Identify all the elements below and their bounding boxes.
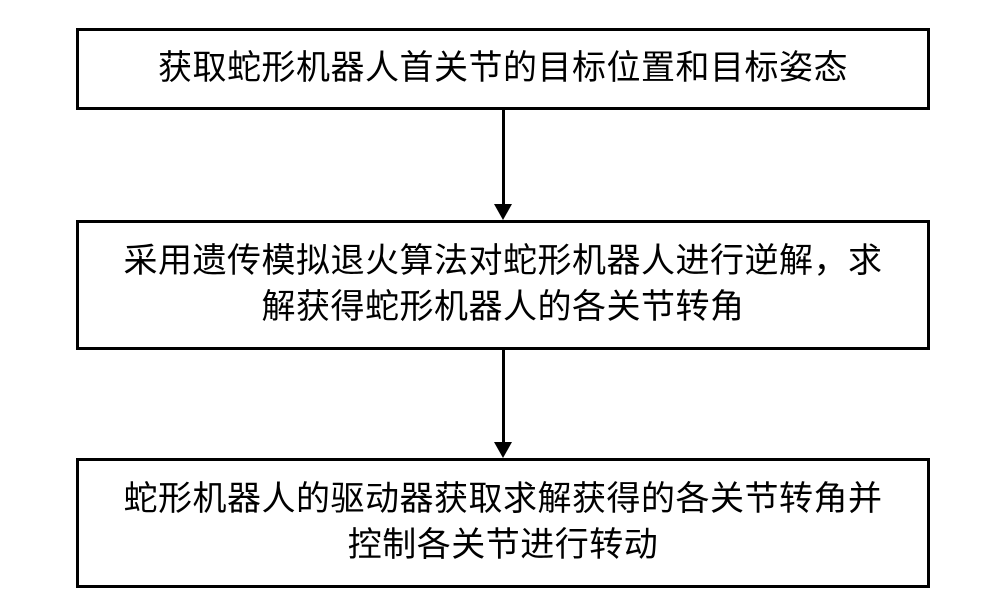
arrow-1-head bbox=[494, 204, 512, 220]
flow-node-2: 采用遗传模拟退火算法对蛇形机器人进行逆解，求 解获得蛇形机器人的各关节转角 bbox=[76, 220, 930, 350]
arrow-1-line bbox=[502, 110, 505, 204]
flow-node-1-text: 获取蛇形机器人首关节的目标位置和目标姿态 bbox=[158, 46, 848, 92]
flow-node-2-text: 采用遗传模拟退火算法对蛇形机器人进行逆解，求 解获得蛇形机器人的各关节转角 bbox=[124, 239, 883, 331]
arrow-2-line bbox=[502, 350, 505, 442]
flow-node-1: 获取蛇形机器人首关节的目标位置和目标姿态 bbox=[76, 28, 930, 110]
flow-node-3: 蛇形机器人的驱动器获取求解获得的各关节转角并 控制各关节进行转动 bbox=[76, 458, 930, 588]
flowchart-canvas: 获取蛇形机器人首关节的目标位置和目标姿态 采用遗传模拟退火算法对蛇形机器人进行逆… bbox=[0, 0, 1000, 603]
flow-node-3-text: 蛇形机器人的驱动器获取求解获得的各关节转角并 控制各关节进行转动 bbox=[124, 477, 883, 569]
arrow-2-head bbox=[494, 442, 512, 458]
